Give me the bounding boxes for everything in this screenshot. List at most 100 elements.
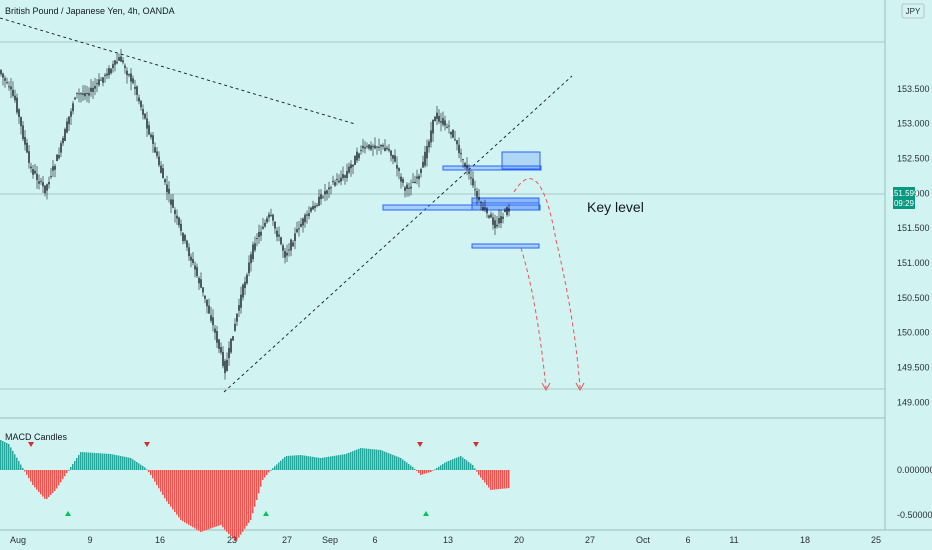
macd-bar-positive	[466, 460, 468, 470]
candle-body	[46, 184, 48, 191]
candle-body	[196, 267, 198, 276]
macd-bar-positive	[2, 441, 4, 470]
candle-body	[376, 146, 378, 148]
candle-body	[330, 187, 332, 189]
candle-body	[496, 224, 498, 227]
macd-bar-negative	[166, 470, 168, 502]
macd-bar-negative	[486, 470, 488, 485]
candle-body	[506, 207, 508, 215]
candle-body	[492, 217, 494, 225]
macd-bar-negative	[214, 470, 216, 528]
macd-bar-positive	[0, 440, 2, 470]
candle-body	[360, 150, 362, 152]
macd-bar-positive	[74, 461, 76, 470]
candle-body	[40, 180, 42, 182]
candle-body	[450, 131, 452, 135]
candle-body	[414, 181, 416, 183]
candle-body	[320, 194, 322, 200]
candle-body	[396, 164, 398, 169]
candle-body	[302, 218, 304, 226]
macd-bar-negative	[62, 470, 64, 480]
candle-body	[282, 245, 284, 251]
candle-body	[144, 113, 146, 119]
macd-bar-negative	[152, 470, 154, 479]
macd-bar-negative	[240, 470, 242, 535]
macd-bar-positive	[14, 454, 16, 470]
candle-body	[300, 223, 302, 227]
currency-badge[interactable]: JPY	[901, 3, 925, 19]
candle-body	[146, 118, 148, 129]
macd-bar-negative	[204, 470, 206, 531]
macd-axis: 0.000000 -0.500000	[897, 465, 932, 520]
candle-body	[350, 164, 352, 169]
candle-body	[488, 215, 490, 218]
macd-bar-positive	[298, 455, 300, 470]
candle-body	[30, 166, 32, 169]
macd-bar-positive	[362, 448, 364, 470]
candle-body	[284, 251, 286, 258]
candle-body	[92, 87, 94, 92]
candle-body	[34, 170, 36, 174]
candle-body	[290, 239, 292, 251]
macd-bar-positive	[468, 462, 470, 470]
price-axis[interactable]: 153.500153.000152.500152.000151.500151.0…	[897, 84, 930, 408]
time-axis[interactable]: Aug 9 16 23 27 Sep 6 13 20 27 Oct 6 11 18 25	[10, 535, 881, 545]
buy-signal-marker	[423, 511, 429, 516]
macd-bar-positive	[6, 443, 8, 470]
forecast-path	[520, 247, 547, 389]
macd-bar-positive	[146, 469, 148, 471]
candle-body	[262, 226, 264, 229]
macd-bar-positive	[328, 456, 330, 470]
candle-body	[274, 221, 276, 229]
macd-bar-positive	[82, 452, 84, 470]
macd-bar-positive	[370, 449, 372, 470]
macd-bar-negative	[194, 470, 196, 529]
candle-body	[490, 214, 492, 218]
candle-body	[50, 176, 52, 178]
candle-body	[482, 207, 484, 211]
macd-bar-positive	[338, 455, 340, 470]
candle-body	[210, 315, 212, 321]
macd-bar-positive	[360, 448, 362, 470]
candle-body	[74, 97, 76, 100]
macd-bar-negative	[216, 470, 218, 527]
macd-tick-label: 0.000000	[897, 465, 932, 475]
macd-bar-positive	[90, 452, 92, 470]
last-price-value: 151.599	[890, 189, 919, 198]
macd-bar-negative	[164, 470, 166, 499]
candle-body	[446, 126, 448, 128]
candle-body	[404, 187, 406, 191]
macd-bar-positive	[378, 449, 380, 470]
candle-body	[416, 176, 418, 179]
candle-body	[206, 299, 208, 307]
macd-bar-negative	[218, 470, 220, 526]
time-tick-label: Oct	[636, 535, 651, 545]
candle-body	[132, 78, 134, 83]
candle-body	[220, 347, 222, 353]
time-tick-label: 16	[155, 535, 165, 545]
candle-body	[212, 317, 214, 326]
macd-bar-negative	[44, 470, 46, 499]
macd-bar-negative	[244, 470, 246, 529]
macd-bar-positive	[140, 464, 142, 470]
last-price-label: 151.599 09:29	[890, 187, 919, 209]
macd-bar-negative	[158, 470, 160, 489]
macd-bar-positive	[100, 453, 102, 470]
macd-bar-negative	[416, 470, 418, 471]
macd-bar-positive	[106, 453, 108, 470]
macd-bar-positive	[96, 453, 98, 470]
macd-bar-positive	[322, 457, 324, 470]
candle-body	[268, 214, 270, 218]
candle-body	[392, 154, 394, 159]
candle-body	[470, 177, 472, 179]
candle-body	[332, 181, 334, 183]
candle-body	[412, 182, 414, 184]
macd-bar-negative	[154, 470, 156, 482]
macd-bar-negative	[180, 470, 182, 520]
candle-body	[406, 184, 408, 189]
candle-body	[384, 147, 386, 152]
candle-body	[340, 177, 342, 182]
macd-bar-positive	[94, 452, 96, 470]
macd-bar-positive	[274, 466, 276, 470]
